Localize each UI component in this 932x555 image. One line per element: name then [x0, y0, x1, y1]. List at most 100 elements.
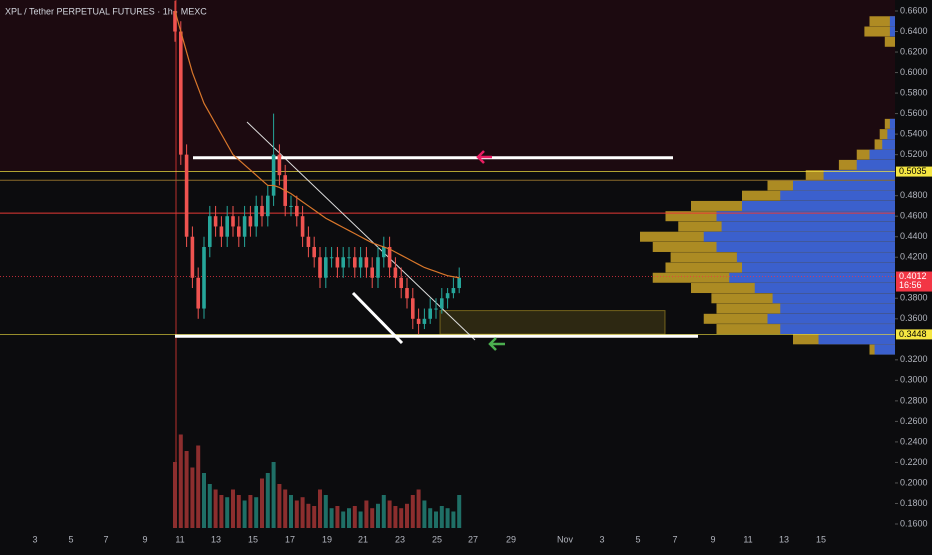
- arrow-green: [488, 337, 505, 351]
- candle-body: [179, 31, 183, 155]
- x-tick-label: 15: [248, 534, 258, 544]
- profile-buy: [856, 159, 895, 170]
- candle-body: [196, 277, 200, 309]
- volume-bar: [236, 495, 241, 528]
- candle-body: [190, 236, 195, 278]
- volume-bar: [323, 495, 328, 528]
- zone: [439, 310, 666, 335]
- volume-bar: [225, 497, 230, 528]
- profile-buy: [721, 221, 895, 232]
- candle-body: [329, 257, 334, 259]
- volume-bar: [393, 506, 398, 528]
- candle-body: [184, 154, 189, 237]
- y-tick-label: 0.3000: [900, 375, 928, 385]
- moving-average: [174, 10, 460, 279]
- y-tick-label: 0.2400: [900, 436, 928, 446]
- candle-body: [434, 308, 438, 310]
- candle-body: [300, 216, 305, 237]
- price-tag: [896, 329, 932, 340]
- x-tick-label: 7: [672, 534, 677, 544]
- y-tick-label: 0.6600: [900, 5, 928, 15]
- y-tick-label: 0.2800: [900, 395, 928, 405]
- profile-buy: [889, 16, 895, 27]
- volume-bar: [271, 462, 276, 528]
- candle-body: [213, 216, 218, 227]
- volume-bar: [178, 434, 183, 528]
- x-tick-label: 21: [358, 534, 368, 544]
- candle-body: [318, 257, 322, 278]
- profile-buy: [889, 26, 895, 37]
- x-tick-label: 11: [175, 534, 184, 544]
- arrow-red: [476, 150, 492, 164]
- candle-body: [341, 257, 345, 268]
- y-tick-label: 0.4200: [900, 252, 928, 262]
- volume-bar: [242, 500, 247, 528]
- candle-body: [260, 205, 264, 217]
- volume-bar: [352, 506, 357, 528]
- x-tick-label: 9: [142, 534, 147, 544]
- candle-body: [451, 288, 456, 294]
- x-tick-label: 3: [599, 534, 604, 544]
- price-tag-label: 0.4012: [899, 271, 927, 281]
- volume-bar: [370, 508, 375, 528]
- y-tick-label: 0.1800: [900, 498, 928, 508]
- volume-bar: [312, 506, 317, 528]
- x-tick-label: 5: [635, 534, 640, 544]
- y-tick-label: 0.5200: [900, 149, 928, 159]
- profile-buy: [780, 190, 895, 201]
- y-tick-label: 0.5400: [900, 128, 928, 138]
- x-tick-label: 11: [743, 534, 752, 544]
- x-tick-label: 27: [468, 534, 478, 544]
- price-tag: [896, 271, 932, 292]
- profile-buy: [780, 324, 895, 335]
- candle-body: [277, 154, 282, 176]
- volume-bar: [202, 473, 206, 528]
- x-tick-label: 19: [322, 534, 332, 544]
- volume-bar: [364, 500, 369, 528]
- volume-bar: [196, 445, 201, 528]
- volume-bar: [428, 508, 433, 528]
- volume-bar: [439, 506, 444, 528]
- x-tick-label: 25: [432, 534, 442, 544]
- volume-bar: [265, 473, 270, 528]
- volume-bar: [277, 484, 282, 528]
- volume-bar: [457, 495, 462, 528]
- candle-body: [289, 205, 293, 207]
- volume-bar: [335, 506, 340, 528]
- candle-body: [370, 267, 374, 278]
- candle-body: [295, 205, 299, 217]
- candle-body: [440, 298, 444, 309]
- volume-bar: [283, 489, 288, 528]
- volume-bar: [451, 511, 456, 528]
- y-tick-label: 0.6000: [900, 67, 928, 77]
- candle-body: [393, 267, 398, 278]
- profile-total: [884, 36, 895, 47]
- volume-bar: [231, 489, 235, 528]
- volume-bar: [405, 503, 409, 528]
- y-tick-label: 0.6400: [900, 26, 928, 36]
- y-tick-label: 0.3200: [900, 354, 928, 364]
- volume-bar: [184, 451, 189, 528]
- candle-body: [312, 246, 316, 258]
- candle-body: [254, 205, 258, 227]
- profile-buy: [754, 283, 895, 294]
- candle-body: [411, 298, 415, 319]
- volume-bar: [416, 489, 421, 528]
- y-tick-label: 0.4600: [900, 211, 928, 221]
- y-tick-label: 0.2200: [900, 457, 928, 467]
- y-tick-label: 0.2000: [900, 477, 928, 487]
- candle-body: [242, 216, 247, 237]
- volume-bar: [358, 511, 363, 528]
- volume-bar: [422, 500, 427, 528]
- volume-bar: [300, 497, 305, 528]
- profile-buy: [818, 334, 895, 345]
- candle-body: [405, 288, 409, 299]
- volume-bar: [248, 495, 253, 528]
- candle-body: [237, 226, 241, 237]
- candle-body: [225, 216, 229, 237]
- candle-body: [428, 308, 432, 319]
- profile-buy: [703, 231, 895, 242]
- x-tick-label: 17: [285, 534, 295, 544]
